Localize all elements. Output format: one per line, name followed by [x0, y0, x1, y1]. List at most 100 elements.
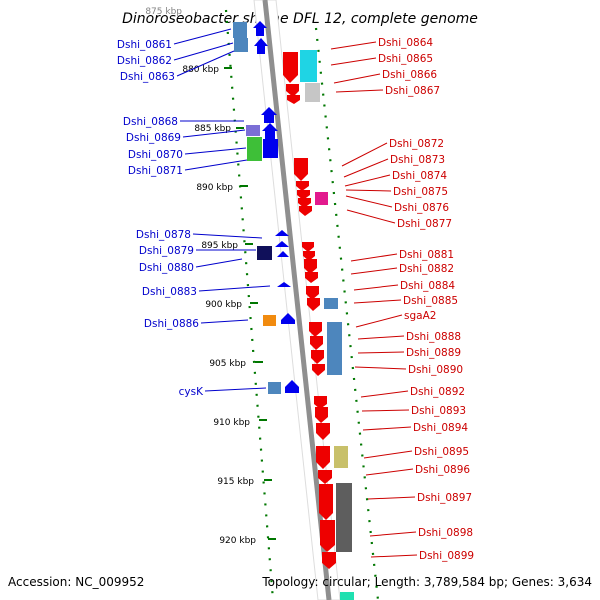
- reverse-strand-genes: [233, 21, 299, 394]
- gene-arrow: [312, 364, 325, 376]
- accession-text: Accession: NC_009952: [8, 575, 144, 589]
- gene-block: [234, 38, 248, 52]
- gene-label: Dshi_0868: [123, 116, 178, 128]
- genome-backbone: [262, 0, 332, 600]
- gene-label: Dshi_0862: [117, 55, 172, 67]
- gene-arrow: [294, 158, 308, 181]
- gene-label: Dshi_0890: [408, 364, 463, 376]
- leader-line: [343, 158, 389, 178]
- gene-arrow: [254, 38, 268, 54]
- leader-line: [333, 73, 381, 84]
- gene-label: Dshi_0875: [393, 186, 448, 198]
- gene-block: [263, 315, 276, 326]
- gene-arrow: [287, 95, 300, 104]
- leader-line: [192, 233, 263, 239]
- gene-label: Dshi_0879: [139, 245, 194, 257]
- leader-line: [360, 390, 409, 398]
- leader-line: [367, 496, 416, 500]
- leader-line: [330, 41, 377, 50]
- gene-label: Dshi_0889: [406, 347, 461, 359]
- leader-line: [344, 174, 391, 187]
- gene-label: Dshi_0876: [394, 202, 449, 214]
- outer-track: [314, 27, 380, 600]
- gene-block: [247, 137, 262, 161]
- leader-line: [355, 314, 403, 328]
- gene-arrow: [320, 520, 335, 552]
- scale-label: 890 kbp: [196, 183, 233, 193]
- leader-line: [370, 554, 418, 558]
- gene-arrow: [310, 336, 323, 350]
- gene-arrow: [302, 242, 314, 252]
- gene-label: sgaA2: [404, 310, 436, 322]
- gene-label: Dshi_0864: [378, 37, 433, 49]
- gene-arrow: [283, 52, 298, 83]
- leader-line: [350, 253, 398, 262]
- leader-line: [335, 89, 384, 93]
- leader-line: [200, 319, 249, 324]
- leader-line: [345, 189, 392, 192]
- gene-block: [340, 592, 354, 600]
- gene-label: Dshi_0884: [400, 280, 455, 292]
- gene-label: Dshi_0894: [413, 422, 468, 434]
- gene-arrow: [298, 198, 311, 208]
- gene-arrow: [322, 552, 336, 569]
- leader-line: [184, 147, 247, 155]
- gene-block: [305, 83, 320, 102]
- scale-label: 880 kbp: [182, 65, 219, 75]
- gene-label: Dshi_0863: [120, 71, 175, 83]
- gene-arrow: [253, 21, 267, 36]
- gene-label: Dshi_0874: [392, 170, 447, 182]
- leader-line: [365, 468, 414, 476]
- gene-label: Dshi_0893: [411, 405, 466, 417]
- leader-line: [354, 366, 407, 370]
- gene-label: Dshi_0888: [406, 331, 461, 343]
- gene-arrow: [285, 380, 299, 393]
- leader-line: [173, 42, 234, 61]
- leader-line: [184, 159, 248, 171]
- leader-line: [361, 409, 410, 412]
- gene-arrow: [299, 206, 312, 216]
- gene-arrow: [319, 484, 333, 520]
- gene-arrow: [318, 470, 332, 484]
- leader-line: [182, 129, 246, 138]
- gene-block: [336, 483, 352, 552]
- gene-label: Dshi_0899: [419, 550, 474, 562]
- gene-label: Dshi_0897: [417, 492, 472, 504]
- gene-label: Dshi_0895: [414, 446, 469, 458]
- gene-label: Dshi_0896: [415, 464, 470, 476]
- gene-label: Dshi_0878: [136, 229, 191, 241]
- gene-label: Dshi_0883: [142, 286, 197, 298]
- gene-label: Dshi_0870: [128, 149, 183, 161]
- gene-arrow: [297, 190, 310, 200]
- gene-block: [327, 322, 342, 375]
- leader-line: [363, 450, 413, 459]
- gene-label: Dshi_0898: [418, 527, 473, 539]
- scale-label: 905 kbp: [209, 359, 246, 369]
- leader-line: [330, 57, 377, 66]
- gene-label: Dshi_0877: [397, 218, 452, 230]
- gene-arrow: [311, 350, 324, 364]
- gene-label: Dshi_0866: [382, 69, 437, 81]
- scale-label: 900 kbp: [205, 300, 242, 310]
- left-gene-labels: Dshi_0861 Dshi_0862 Dshi_0863 Dshi_0868 …: [117, 28, 271, 398]
- leader-line: [198, 285, 271, 292]
- gene-label: Dshi_0882: [399, 263, 454, 275]
- gene-label: Dshi_0873: [390, 154, 445, 166]
- gene-label: Dshi_0885: [403, 295, 458, 307]
- leader-line: [353, 299, 402, 304]
- gene-arrow: [306, 286, 319, 300]
- gene-arrow: [316, 446, 330, 469]
- gene-arrow: [275, 241, 289, 247]
- gene-block: [233, 22, 247, 38]
- scale-label: 875 kbp: [145, 7, 182, 17]
- gene-label: Dshi_0869: [126, 132, 181, 144]
- gene-label: Dshi_0892: [410, 386, 465, 398]
- gene-block: [300, 50, 317, 82]
- gene-arrow: [262, 123, 278, 139]
- genome-summary-text: Topology: circular; Length: 3,789,584 bp…: [261, 575, 592, 589]
- gene-arrow: [277, 282, 291, 287]
- leader-line: [204, 387, 267, 392]
- leader-line: [350, 267, 398, 275]
- gene-label: Dshi_0871: [128, 165, 183, 177]
- gene-label: Dshi_0880: [139, 262, 194, 274]
